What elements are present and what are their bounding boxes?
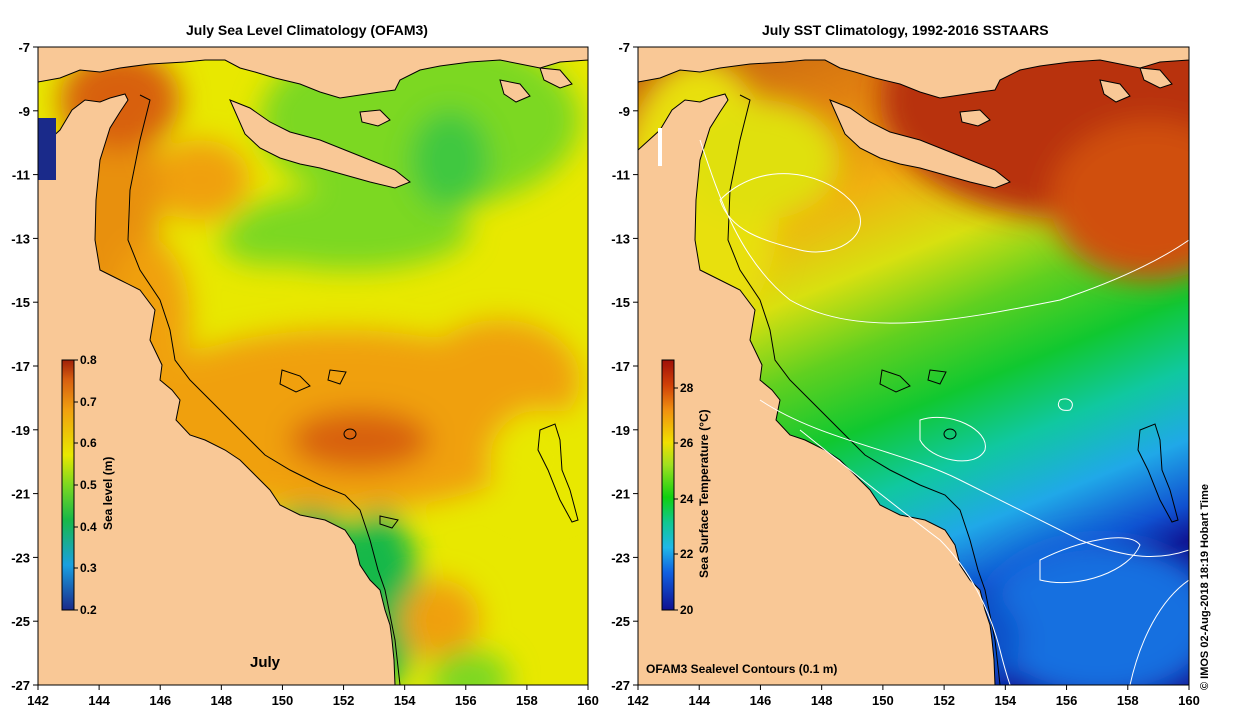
- right-panel-title: July SST Climatology, 1992-2016 SSTAARS: [762, 22, 1049, 38]
- left-y-tick-label: -7: [18, 40, 30, 55]
- right-x-tick-label: 152: [933, 693, 955, 708]
- sea-level-colorbar-label: Sea level (m): [101, 457, 115, 530]
- axes: 142 144 146 148 150 152 154 156 158 160 -7 -9 -11 -13…: [11, 40, 1200, 708]
- contour-note: OFAM3 Sealevel Contours (0.1 m): [646, 662, 837, 676]
- left-panel-title: July Sea Level Climatology (OFAM3): [186, 22, 428, 38]
- sea-level-colorbar: [61, 359, 75, 611]
- left-x-tick-label: 144: [88, 693, 110, 708]
- sst-colorbar: [661, 359, 675, 611]
- sl-tick-4: 0.4: [80, 520, 97, 534]
- right-y-tick-label: -25: [611, 614, 630, 629]
- left-x-tick-label: 142: [27, 693, 49, 708]
- left-y-tick-label: -25: [11, 614, 30, 629]
- imos-credit: © IMOS 02-Aug-2018 18:19 Hobart Time: [1199, 484, 1211, 690]
- sl-tick-6: 0.2: [80, 603, 97, 617]
- left-y-tick-label: -13: [11, 231, 30, 246]
- sl-tick-2: 0.6: [80, 436, 97, 450]
- left-x-tick-label: 156: [455, 693, 477, 708]
- left-x-tick-label: 154: [394, 693, 416, 708]
- sst-colorbar-label: Sea Surface Temperature (°C): [697, 409, 711, 578]
- sst-tick-1: 26: [680, 436, 694, 450]
- right-x-tick-label: 142: [627, 693, 649, 708]
- left-y-tick-label: -15: [11, 295, 30, 310]
- right-y-tick-label: -7: [618, 40, 630, 55]
- sl-tick-5: 0.3: [80, 561, 97, 575]
- right-x-tick-label: 144: [688, 693, 710, 708]
- left-x-tick-label: 146: [149, 693, 171, 708]
- sl-tick-0: 0.8: [80, 353, 97, 367]
- right-y-tick-label: -19: [611, 423, 630, 438]
- sst-tick-3: 22: [680, 547, 694, 561]
- sealevel-contours: [699, 139, 1189, 685]
- right-x-tick-label: 148: [811, 693, 833, 708]
- left-x-tick-label: 160: [577, 693, 599, 708]
- left-x-tick-label: 150: [272, 693, 294, 708]
- right-x-tick-label: 146: [750, 693, 772, 708]
- right-y-tick-label: -23: [611, 550, 630, 565]
- right-x-tick-label: 150: [872, 693, 894, 708]
- sst-tick-4: 20: [680, 603, 694, 617]
- right-y-tick-label: -27: [611, 678, 630, 693]
- right-x-tick-label: 158: [1117, 693, 1139, 708]
- left-y-tick-label: -11: [12, 168, 30, 183]
- sea-level-map: [38, 47, 588, 685]
- left-y-tick-label: -17: [11, 359, 30, 374]
- sl-tick-3: 0.5: [80, 478, 97, 492]
- left-y-tick-label: -27: [11, 678, 30, 693]
- left-x-tick-label: 148: [210, 693, 232, 708]
- right-y-tick-label: -11: [612, 168, 630, 183]
- sst-tick-0: 28: [680, 381, 694, 395]
- month-label: July: [250, 654, 281, 671]
- right-x-tick-label: 156: [1056, 693, 1078, 708]
- right-y-tick-label: -21: [611, 487, 630, 502]
- right-y-tick-label: -15: [611, 295, 630, 310]
- right-y-tick-label: -13: [611, 231, 630, 246]
- sea-level-colorbar-ticks: [74, 359, 78, 611]
- left-y-tick-label: -21: [11, 487, 30, 502]
- sst-colorbar-ticks: [674, 387, 678, 611]
- right-y-tick-label: -9: [618, 104, 630, 119]
- sst-tick-2: 24: [680, 492, 694, 506]
- left-y-tick-label: -19: [11, 423, 30, 438]
- sst-map: [638, 47, 1189, 685]
- right-x-tick-label: 154: [994, 693, 1016, 708]
- left-x-tick-label: 152: [333, 693, 355, 708]
- left-y-tick-label: -23: [11, 550, 30, 565]
- right-x-tick-label: 160: [1178, 693, 1200, 708]
- left-x-tick-label: 158: [516, 693, 538, 708]
- right-y-tick-label: -17: [611, 359, 630, 374]
- sl-tick-1: 0.7: [80, 395, 97, 409]
- left-y-tick-label: -9: [18, 104, 30, 119]
